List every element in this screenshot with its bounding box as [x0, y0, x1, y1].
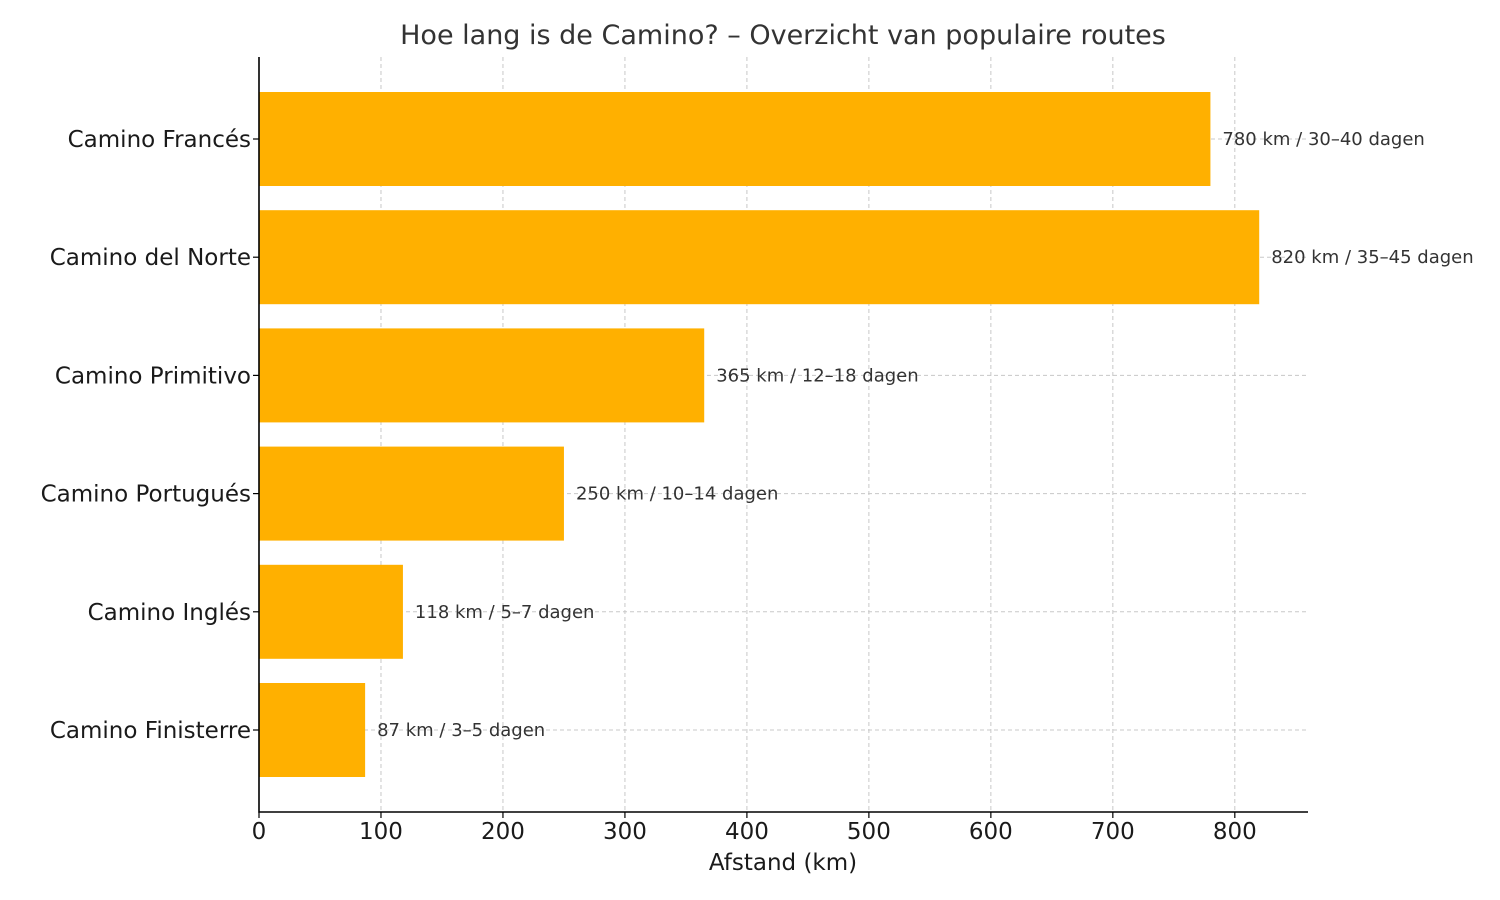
bar: [259, 328, 705, 423]
category-label: Camino Francés: [68, 127, 251, 153]
bar-data-label: 87 km / 3–5 dagen: [377, 720, 545, 741]
category-label: Camino Inglés: [88, 600, 251, 626]
x-tick-label: 100: [359, 819, 403, 845]
bar-data-label: 780 km / 30–40 dagen: [1222, 129, 1424, 150]
data-labels: 780 km / 30–40 dagen 820 km / 35–45 dagen…: [377, 129, 1474, 741]
bar-data-label: 118 km / 5–7 dagen: [415, 602, 595, 623]
axes: [253, 57, 1308, 818]
bar: [259, 446, 564, 541]
x-axis-label: Afstand (km): [709, 850, 857, 876]
x-tick-label: 500: [847, 819, 891, 845]
x-tick-label: 600: [969, 819, 1013, 845]
x-tick-label: 300: [603, 819, 647, 845]
category-label: Camino Primitivo: [55, 363, 251, 389]
x-tick-label: 200: [481, 819, 525, 845]
x-tick-labels: 0 100 200 300 400 500 600 700 800: [252, 819, 1257, 845]
y-tick-labels: Camino Francés Camino del Norte Camino Pri…: [41, 127, 251, 744]
bar-data-label: 250 km / 10–14 dagen: [576, 484, 778, 505]
category-label: Camino del Norte: [50, 245, 251, 271]
bar-data-label: 820 km / 35–45 dagen: [1271, 247, 1473, 268]
bar: [259, 210, 1260, 305]
bars: [259, 92, 1260, 777]
bar-data-label: 365 km / 12–18 dagen: [716, 365, 918, 386]
x-tick-label: 800: [1213, 819, 1257, 845]
bar: [259, 683, 366, 777]
category-label: Camino Finisterre: [50, 718, 251, 744]
x-tick-label: 400: [725, 819, 769, 845]
bar: [259, 92, 1211, 186]
category-label: Camino Portugués: [41, 482, 251, 508]
x-tick-label: 700: [1091, 819, 1135, 845]
chart-title: Hoe lang is de Camino? – Overzicht van p…: [400, 20, 1166, 51]
x-tick-label: 0: [252, 819, 267, 845]
bar: [259, 564, 403, 659]
